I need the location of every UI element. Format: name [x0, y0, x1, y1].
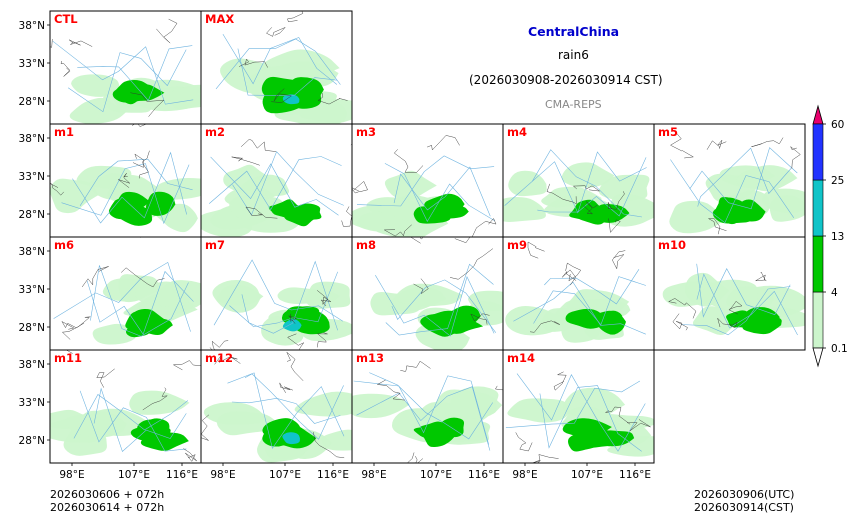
- panel-m7: m7: [200, 236, 353, 351]
- panel-m2: m2: [200, 123, 353, 238]
- lat-tick-label: 38°N: [19, 359, 45, 371]
- lat-tick-label: 33°N: [19, 58, 45, 70]
- panels-layer: CTL MAX m1 m2 m3 m4 m5 m6 m7 m8 m9 m10 m11 m12 m13 m14: [49, 10, 806, 464]
- lon-tick-label: 116°E: [317, 469, 349, 481]
- lon-tick-label: 98°E: [210, 469, 235, 481]
- colorbar-level-label: 60: [831, 119, 844, 131]
- lon-tick-label: 116°E: [619, 469, 651, 481]
- lon-tick-label: 98°E: [59, 469, 84, 481]
- variable-label: rain6: [558, 48, 589, 62]
- panel-m13: m13: [351, 349, 504, 464]
- colorbar-under-arrow: [812, 347, 824, 368]
- colorbar-segment: [812, 291, 824, 349]
- panel-m8: m8: [351, 236, 504, 351]
- panel-label-MAX: MAX: [205, 12, 234, 26]
- panel-m5: m5: [653, 123, 806, 238]
- panel-label-m12: m12: [205, 351, 233, 365]
- lat-tick-label: 28°N: [19, 96, 45, 108]
- colorbar: 0.1 4 13 25 60: [812, 104, 848, 368]
- lat-tick-label: 38°N: [19, 20, 45, 32]
- panel-label-m14: m14: [507, 351, 535, 365]
- lat-tick-label: 28°N: [19, 209, 45, 221]
- region-title: CentralChina: [528, 24, 620, 39]
- colorbar-over-arrow: [812, 104, 824, 125]
- footer-valid-utc: 2026030906(UTC): [694, 488, 795, 501]
- footer-valid-cst: 2026030914(CST): [694, 501, 794, 514]
- panel-label-m1: m1: [54, 125, 74, 139]
- colorbar-segment: [812, 179, 824, 237]
- panel-m6: m6: [49, 236, 202, 351]
- panel-label-m6: m6: [54, 238, 74, 252]
- panel-label-m8: m8: [356, 238, 376, 252]
- colorbar-level-label: 25: [831, 175, 844, 187]
- colorbar-segment: [812, 235, 824, 293]
- panel-label-CTL: CTL: [54, 12, 78, 26]
- lat-tick-label: 33°N: [19, 284, 45, 296]
- panel-m9: m9: [502, 236, 655, 351]
- source-label: CMA-REPS: [545, 98, 602, 111]
- panel-m4: m4: [502, 123, 655, 238]
- axes-layer: 38°N 33°N 28°N 38°N 33°N 28°N 38°N 33°N 28°N 38°N…: [19, 20, 651, 481]
- period-label: (2026030908-2026030914 CST): [469, 73, 663, 87]
- lat-tick-label: 38°N: [19, 133, 45, 145]
- lon-tick-label: 107°E: [571, 469, 603, 481]
- colorbar-level-label: 0.1: [831, 343, 848, 355]
- panel-m3: m3: [351, 123, 504, 238]
- lon-tick-label: 107°E: [269, 469, 301, 481]
- lat-tick-label: 33°N: [19, 171, 45, 183]
- panel-m11: m11: [49, 349, 202, 464]
- colorbar-segment: [812, 123, 824, 181]
- panel-label-m5: m5: [658, 125, 678, 139]
- panel-m1: m1: [49, 123, 202, 238]
- footer-init-utc: 2026030606 + 072h: [50, 488, 165, 501]
- panel-m12: m12: [200, 349, 353, 464]
- colorbar-level-label: 4: [831, 287, 838, 299]
- lon-tick-label: 107°E: [118, 469, 150, 481]
- panel-label-m9: m9: [507, 238, 527, 252]
- lat-tick-label: 33°N: [19, 397, 45, 409]
- panel-label-m10: m10: [658, 238, 686, 252]
- panel-label-m4: m4: [507, 125, 527, 139]
- panel-label-m2: m2: [205, 125, 225, 139]
- lat-tick-label: 28°N: [19, 322, 45, 334]
- panel-label-m7: m7: [205, 238, 225, 252]
- colorbar-level-label: 13: [831, 231, 844, 243]
- lon-tick-label: 98°E: [361, 469, 386, 481]
- panel-m14: m14: [502, 349, 655, 464]
- panel-MAX: MAX: [200, 10, 353, 125]
- lon-tick-label: 107°E: [420, 469, 452, 481]
- lat-tick-label: 38°N: [19, 246, 45, 258]
- panel-CTL: CTL: [49, 10, 202, 125]
- panel-label-m13: m13: [356, 351, 384, 365]
- lat-tick-label: 28°N: [19, 435, 45, 447]
- lon-tick-label: 116°E: [166, 469, 198, 481]
- panel-label-m11: m11: [54, 351, 82, 365]
- lon-tick-label: 98°E: [512, 469, 537, 481]
- footer-init-cst: 2026030614 + 072h: [50, 501, 165, 514]
- panel-label-m3: m3: [356, 125, 376, 139]
- panel-m10: m10: [653, 236, 806, 351]
- lon-tick-label: 116°E: [468, 469, 500, 481]
